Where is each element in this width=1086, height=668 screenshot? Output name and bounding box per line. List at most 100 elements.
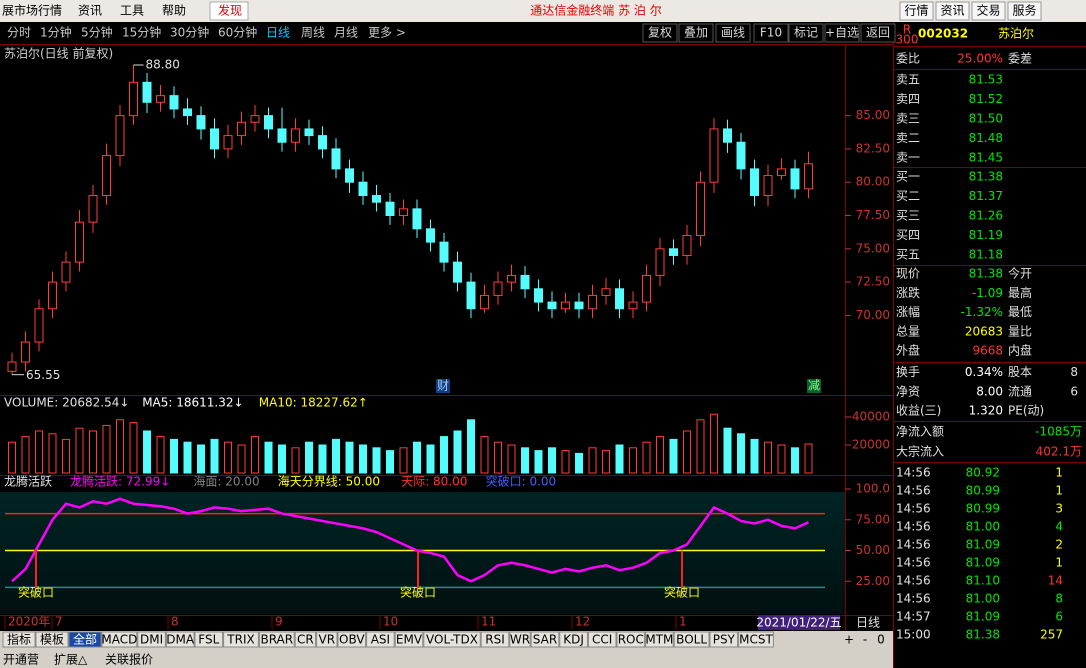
indicator-tab[interactable] xyxy=(616,631,646,648)
book-label: 买三 xyxy=(896,209,920,223)
tool-button[interactable] xyxy=(788,23,824,43)
book-price: 81.53 xyxy=(969,73,1003,87)
indicator-tab[interactable] xyxy=(709,631,739,648)
volume-bar xyxy=(521,447,529,474)
indicator-tab[interactable] xyxy=(2,631,36,648)
volume-bar xyxy=(359,444,367,474)
y-tick-label: 77.50 xyxy=(856,208,890,222)
indicator-tab-label: MCST xyxy=(739,633,773,647)
candle-body xyxy=(804,163,813,190)
menu-button-label: 交易 xyxy=(976,3,1000,18)
indicator-tab[interactable] xyxy=(366,631,395,648)
tool-button[interactable] xyxy=(753,23,789,43)
indicator-tab[interactable] xyxy=(294,631,317,648)
book-label: 买四 xyxy=(896,228,920,242)
indicator-tab[interactable] xyxy=(673,631,710,648)
volume-bar xyxy=(62,438,70,474)
indicator-tab[interactable] xyxy=(394,631,424,648)
indicator-tab[interactable] xyxy=(316,631,338,648)
y-tick-label: 85.00 xyxy=(856,108,890,122)
badge-bottom: 300 xyxy=(896,33,919,47)
volume-bar xyxy=(764,441,772,474)
candle-body xyxy=(790,168,800,190)
flow-value: -1085万 xyxy=(1035,425,1082,439)
candle-body xyxy=(331,148,341,170)
indicator-tab[interactable] xyxy=(337,631,367,648)
period-tab: 分时 xyxy=(7,26,31,40)
tool-button[interactable] xyxy=(715,23,751,43)
tool-label: 画线 xyxy=(721,26,745,40)
stat-label: 涨跌 xyxy=(896,285,920,300)
indicator-tab[interactable] xyxy=(480,631,510,648)
chart-title: 苏泊尔(日线 前复权) xyxy=(4,46,113,61)
trade-price: 80.99 xyxy=(966,484,1000,498)
y-tick-label: 72.50 xyxy=(856,275,890,289)
tool-button[interactable] xyxy=(642,23,678,43)
volume-bar xyxy=(251,436,259,474)
volume-bar xyxy=(453,430,462,474)
indicator-tab[interactable] xyxy=(68,631,102,648)
indicator-tab[interactable] xyxy=(423,631,481,648)
stat-value: 20683 xyxy=(965,324,1003,338)
bottom-link: 扩展△ xyxy=(54,653,88,667)
volume-bar xyxy=(710,413,718,474)
menu-button[interactable] xyxy=(1007,1,1042,21)
indicator-tab[interactable] xyxy=(194,631,224,648)
volume-bar xyxy=(75,427,84,474)
trade-time: 15:00 xyxy=(896,628,931,642)
indicator-tab-label: BRAR xyxy=(260,633,293,647)
book-label: 卖三 xyxy=(896,112,920,126)
indicator-tab[interactable] xyxy=(258,631,295,648)
event-marker[interactable] xyxy=(807,379,821,393)
volume-bar xyxy=(332,438,340,474)
indicator-tab-label: WR xyxy=(510,633,530,647)
menu-button[interactable] xyxy=(899,1,934,21)
stat-label2: 内盘 xyxy=(1008,343,1032,358)
candle-body xyxy=(750,168,759,197)
indicator-tab[interactable] xyxy=(165,631,195,648)
indicator-tab[interactable] xyxy=(587,631,617,648)
book-price: 81.48 xyxy=(969,131,1003,145)
breakout-label: 突破口 xyxy=(664,585,700,600)
trade-price: 80.99 xyxy=(966,502,1000,516)
candle-body xyxy=(480,294,489,310)
tool-button[interactable] xyxy=(678,23,714,43)
book-price: 81.26 xyxy=(969,209,1003,223)
menu-button[interactable] xyxy=(971,1,1006,21)
stat-label2: 最低 xyxy=(1008,305,1032,319)
indicator-tab[interactable] xyxy=(738,631,774,648)
volume-bar xyxy=(440,436,448,474)
candle-body xyxy=(763,175,773,197)
trade-volume: 3 xyxy=(1055,502,1063,516)
indicator-tab[interactable] xyxy=(645,631,674,648)
trade-volume: 2 xyxy=(1055,538,1063,552)
menu-button[interactable] xyxy=(935,1,970,21)
indicator-tab[interactable] xyxy=(101,631,138,648)
indicator-tab[interactable] xyxy=(509,631,531,648)
candle-body xyxy=(412,208,422,230)
volume-bar xyxy=(399,447,408,474)
period-tab: 月线 xyxy=(334,26,358,40)
candle-body xyxy=(372,195,381,203)
event-marker[interactable] xyxy=(436,379,450,393)
indicator-tab[interactable] xyxy=(223,631,259,648)
stock-name: 苏泊尔 xyxy=(998,26,1034,41)
candle-body xyxy=(399,208,408,217)
trade-volume: 4 xyxy=(1055,520,1063,534)
volume-bar xyxy=(737,433,745,474)
stat-label2: 最高 xyxy=(1008,285,1032,300)
tool-button[interactable] xyxy=(860,23,896,43)
breakout-label: 突破口 xyxy=(400,585,436,600)
indicator-tab[interactable] xyxy=(559,631,588,648)
candle-body xyxy=(628,301,638,310)
indicator-tab[interactable] xyxy=(35,631,69,648)
indicator-tab[interactable] xyxy=(137,631,166,648)
indicator-tab-label: MTM xyxy=(645,633,673,647)
trade-price: 81.00 xyxy=(966,592,1000,606)
candle-body xyxy=(304,128,314,137)
tool-button[interactable] xyxy=(824,23,860,43)
trade-price: 81.00 xyxy=(966,520,1000,534)
stat-extra: 8 xyxy=(1070,365,1078,379)
indicator-tab[interactable] xyxy=(530,631,560,648)
book-label: 买一 xyxy=(896,170,920,184)
